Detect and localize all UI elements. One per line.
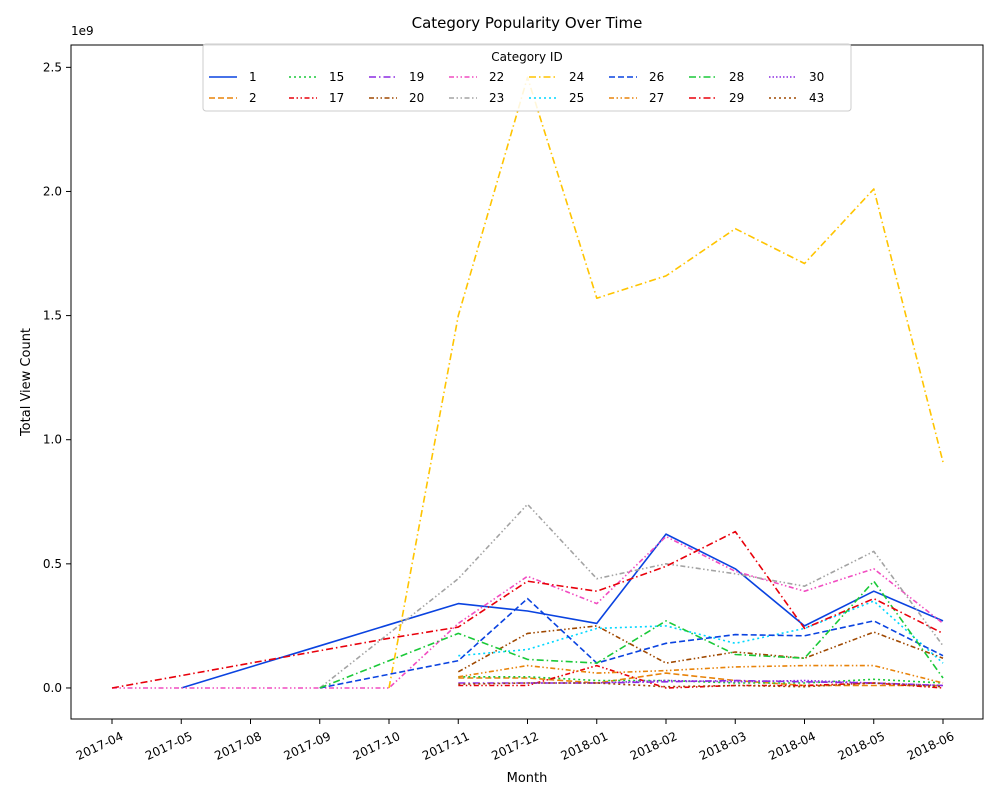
legend-label: 30	[809, 70, 824, 84]
y-tick-label: 2.0	[43, 184, 62, 198]
y-axis-offset-text: 1e9	[71, 24, 94, 38]
x-tick-label: 2018-01	[559, 729, 610, 763]
series-layer	[111, 76, 944, 689]
y-tick-label: 0.5	[43, 557, 62, 571]
x-tick-label: 2017-11	[420, 729, 471, 763]
series-line-2	[458, 672, 943, 687]
series-line-43	[458, 682, 944, 688]
plot-frame	[70, 44, 984, 720]
legend-label: 2	[249, 91, 257, 105]
legend-title: Category ID	[491, 50, 562, 64]
series-line-15	[458, 675, 944, 684]
legend-box	[202, 43, 852, 112]
legend-label: 26	[649, 70, 664, 84]
legend-label: 15	[329, 70, 344, 84]
series-line-24	[388, 76, 944, 689]
x-axis: 2017-04 2017-05 2017-08 2017-09 2017-10 2017-…	[74, 719, 956, 763]
series-line-19	[458, 679, 944, 687]
x-tick-label: 2018-03	[697, 729, 748, 763]
legend-label: 23	[489, 91, 504, 105]
x-tick-label: 2018-06	[905, 729, 956, 763]
series-line-27	[458, 664, 944, 684]
x-tick-label: 2017-04	[74, 729, 125, 763]
legend-label: 27	[649, 91, 664, 105]
series-line-28	[319, 580, 944, 689]
x-tick-label: 2017-05	[143, 729, 194, 763]
series-line-20	[457, 625, 944, 673]
legend-label: 28	[729, 70, 744, 84]
legend-label: 19	[409, 70, 424, 84]
y-tick-label: 2.5	[43, 60, 62, 74]
series-line-30	[527, 679, 944, 687]
series-line-26	[319, 597, 944, 689]
x-tick-label: 2017-09	[282, 729, 333, 763]
y-axis: 0.0 0.5 1.0 1.5 2.0 2.5	[43, 60, 71, 695]
legend: Category ID 1 2 15 17 19 20 22 23 24 25 26 27 28 29 30 4…	[202, 43, 852, 112]
x-tick-label: 2018-02	[628, 729, 679, 763]
x-tick-label: 2017-10	[351, 729, 402, 763]
x-tick-label: 2017-08	[212, 729, 263, 763]
legend-label: 20	[409, 91, 424, 105]
series-line-1	[181, 533, 944, 689]
legend-label: 29	[729, 91, 744, 105]
legend-label: 24	[569, 70, 584, 84]
legend-label: 1	[249, 70, 257, 84]
legend-label: 43	[809, 91, 824, 105]
x-tick-label: 2018-04	[766, 729, 817, 763]
series-line-25	[458, 600, 944, 664]
legend-label: 22	[489, 70, 504, 84]
x-tick-label: 2017-12	[489, 729, 540, 763]
y-tick-label: 1.0	[43, 433, 62, 447]
x-tick-label: 2018-05	[836, 729, 887, 763]
chart-title: Category Popularity Over Time	[412, 14, 643, 32]
legend-label: 17	[329, 91, 344, 105]
series-line-17	[458, 664, 944, 689]
x-axis-label: Month	[507, 771, 548, 786]
y-tick-label: 0.0	[43, 681, 62, 695]
series-line-23	[319, 503, 944, 689]
y-axis-label: Total View Count	[19, 328, 34, 437]
y-tick-label: 1.5	[43, 309, 62, 323]
series-line-22	[112, 535, 944, 689]
legend-label: 25	[569, 91, 584, 105]
series-line-29	[111, 530, 944, 689]
